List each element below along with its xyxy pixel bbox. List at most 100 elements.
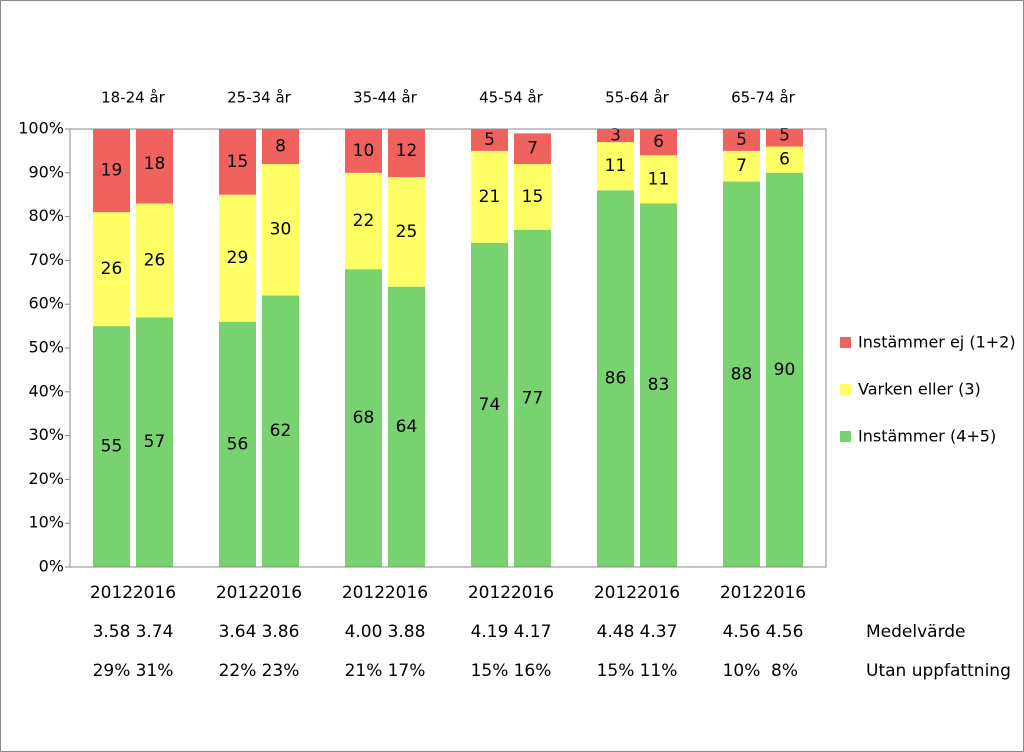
row-value: 4.00 bbox=[345, 622, 383, 642]
data-label: 3 bbox=[610, 126, 621, 146]
y-tick-label: 80% bbox=[28, 206, 64, 225]
data-label: 18 bbox=[144, 154, 166, 174]
bar-segment bbox=[471, 129, 508, 151]
data-label: 88 bbox=[731, 364, 753, 384]
bar-segment bbox=[136, 317, 173, 567]
y-tick-label: 20% bbox=[28, 469, 64, 488]
data-label: 12 bbox=[396, 141, 418, 161]
data-label: 5 bbox=[484, 130, 495, 150]
y-tick-label: 0% bbox=[39, 557, 64, 576]
bar-segment bbox=[514, 164, 551, 230]
row-value: 4.56 bbox=[766, 622, 804, 642]
data-label: 7 bbox=[736, 156, 747, 176]
row-value: 17% bbox=[388, 661, 426, 681]
plot-bars bbox=[93, 129, 803, 567]
x-tick-label: 2012 bbox=[594, 583, 637, 603]
row-value: 15% bbox=[597, 661, 635, 681]
bar-segment bbox=[388, 129, 425, 178]
y-tick-label: 30% bbox=[28, 425, 64, 444]
x-tick-label: 2016 bbox=[259, 583, 302, 603]
bar-segment bbox=[93, 326, 130, 567]
bar-segment bbox=[219, 321, 256, 567]
x-tick-label: 2016 bbox=[133, 583, 176, 603]
bar-segment bbox=[597, 190, 634, 567]
data-label: 29 bbox=[227, 248, 249, 268]
x-tick-label: 2016 bbox=[637, 583, 680, 603]
y-tick-label: 90% bbox=[28, 162, 64, 181]
data-label: 86 bbox=[605, 369, 627, 389]
data-label: 26 bbox=[101, 259, 123, 279]
data-label: 26 bbox=[144, 250, 166, 270]
bar-segment bbox=[514, 133, 551, 165]
data-label: 11 bbox=[648, 169, 670, 189]
row-value: 4.48 bbox=[597, 622, 635, 642]
group-label: 35-44 år bbox=[353, 89, 418, 107]
row-value: 22% bbox=[219, 661, 257, 681]
group-label: 25-34 år bbox=[227, 89, 292, 107]
x-tick-label: 2016 bbox=[763, 583, 806, 603]
bar-segment bbox=[136, 203, 173, 318]
data-label: 5 bbox=[779, 126, 790, 146]
data-label: 62 bbox=[270, 421, 292, 441]
bar-segment bbox=[136, 129, 173, 204]
bar-segment bbox=[723, 181, 760, 567]
y-tick-label: 70% bbox=[28, 250, 64, 269]
y-tick-label: 10% bbox=[28, 513, 64, 532]
row-label: Utan uppfattning bbox=[866, 661, 1011, 681]
group-label: 18-24 år bbox=[101, 89, 166, 107]
data-label: 15 bbox=[522, 187, 544, 207]
row-value: 15% bbox=[471, 661, 509, 681]
legend-swatch bbox=[840, 384, 851, 395]
x-tick-label: 2012 bbox=[342, 583, 385, 603]
bar-segment bbox=[766, 172, 803, 567]
data-label: 56 bbox=[227, 434, 249, 454]
data-label: 15 bbox=[227, 152, 249, 172]
data-label: 64 bbox=[396, 417, 418, 437]
bar-segment bbox=[388, 177, 425, 287]
x-tick-label: 2012 bbox=[720, 583, 763, 603]
legend-label: Instämmer ej (1+2) bbox=[858, 333, 1016, 352]
bar-segment bbox=[345, 172, 382, 270]
data-label: 68 bbox=[353, 408, 375, 428]
row-value: 3.58 bbox=[93, 622, 131, 642]
legend-swatch bbox=[840, 337, 851, 348]
group-label: 45-54 år bbox=[479, 89, 544, 107]
bar-segment bbox=[262, 295, 299, 567]
bar-segment bbox=[597, 129, 634, 143]
bar-segment bbox=[388, 286, 425, 567]
plot-border bbox=[69, 128, 827, 568]
bar-segment bbox=[766, 146, 803, 173]
bar-segment bbox=[93, 129, 130, 213]
data-label: 8 bbox=[275, 137, 286, 157]
row-value: 23% bbox=[262, 661, 300, 681]
data-label: 11 bbox=[605, 156, 627, 176]
data-label: 21 bbox=[479, 187, 501, 207]
row-value: 21% bbox=[345, 661, 383, 681]
data-label: 90 bbox=[774, 360, 796, 380]
bar-segment bbox=[219, 129, 256, 195]
data-label: 6 bbox=[653, 132, 664, 152]
x-tick-label: 2012 bbox=[216, 583, 259, 603]
row-value: 3.64 bbox=[219, 622, 257, 642]
bar-segment bbox=[345, 129, 382, 173]
bar-segment bbox=[471, 150, 508, 243]
bar-segment bbox=[640, 155, 677, 204]
bar-segment bbox=[471, 242, 508, 567]
group-label: 55-64 år bbox=[605, 89, 670, 107]
data-label: 55 bbox=[101, 437, 123, 457]
data-label: 5 bbox=[736, 130, 747, 150]
data-label: 25 bbox=[396, 222, 418, 242]
bar-segment bbox=[640, 203, 677, 567]
y-tick-label: 100% bbox=[18, 119, 64, 138]
y-tick-label: 50% bbox=[28, 338, 64, 357]
data-label: 6 bbox=[779, 150, 790, 170]
row-value: 4.37 bbox=[640, 622, 678, 642]
data-label: 30 bbox=[270, 220, 292, 240]
bar-segment bbox=[597, 142, 634, 191]
data-label: 77 bbox=[522, 388, 544, 408]
row-value: 4.56 bbox=[723, 622, 761, 642]
row-value: 11% bbox=[640, 661, 678, 681]
x-tick-label: 2016 bbox=[511, 583, 554, 603]
bar-segment bbox=[93, 212, 130, 327]
